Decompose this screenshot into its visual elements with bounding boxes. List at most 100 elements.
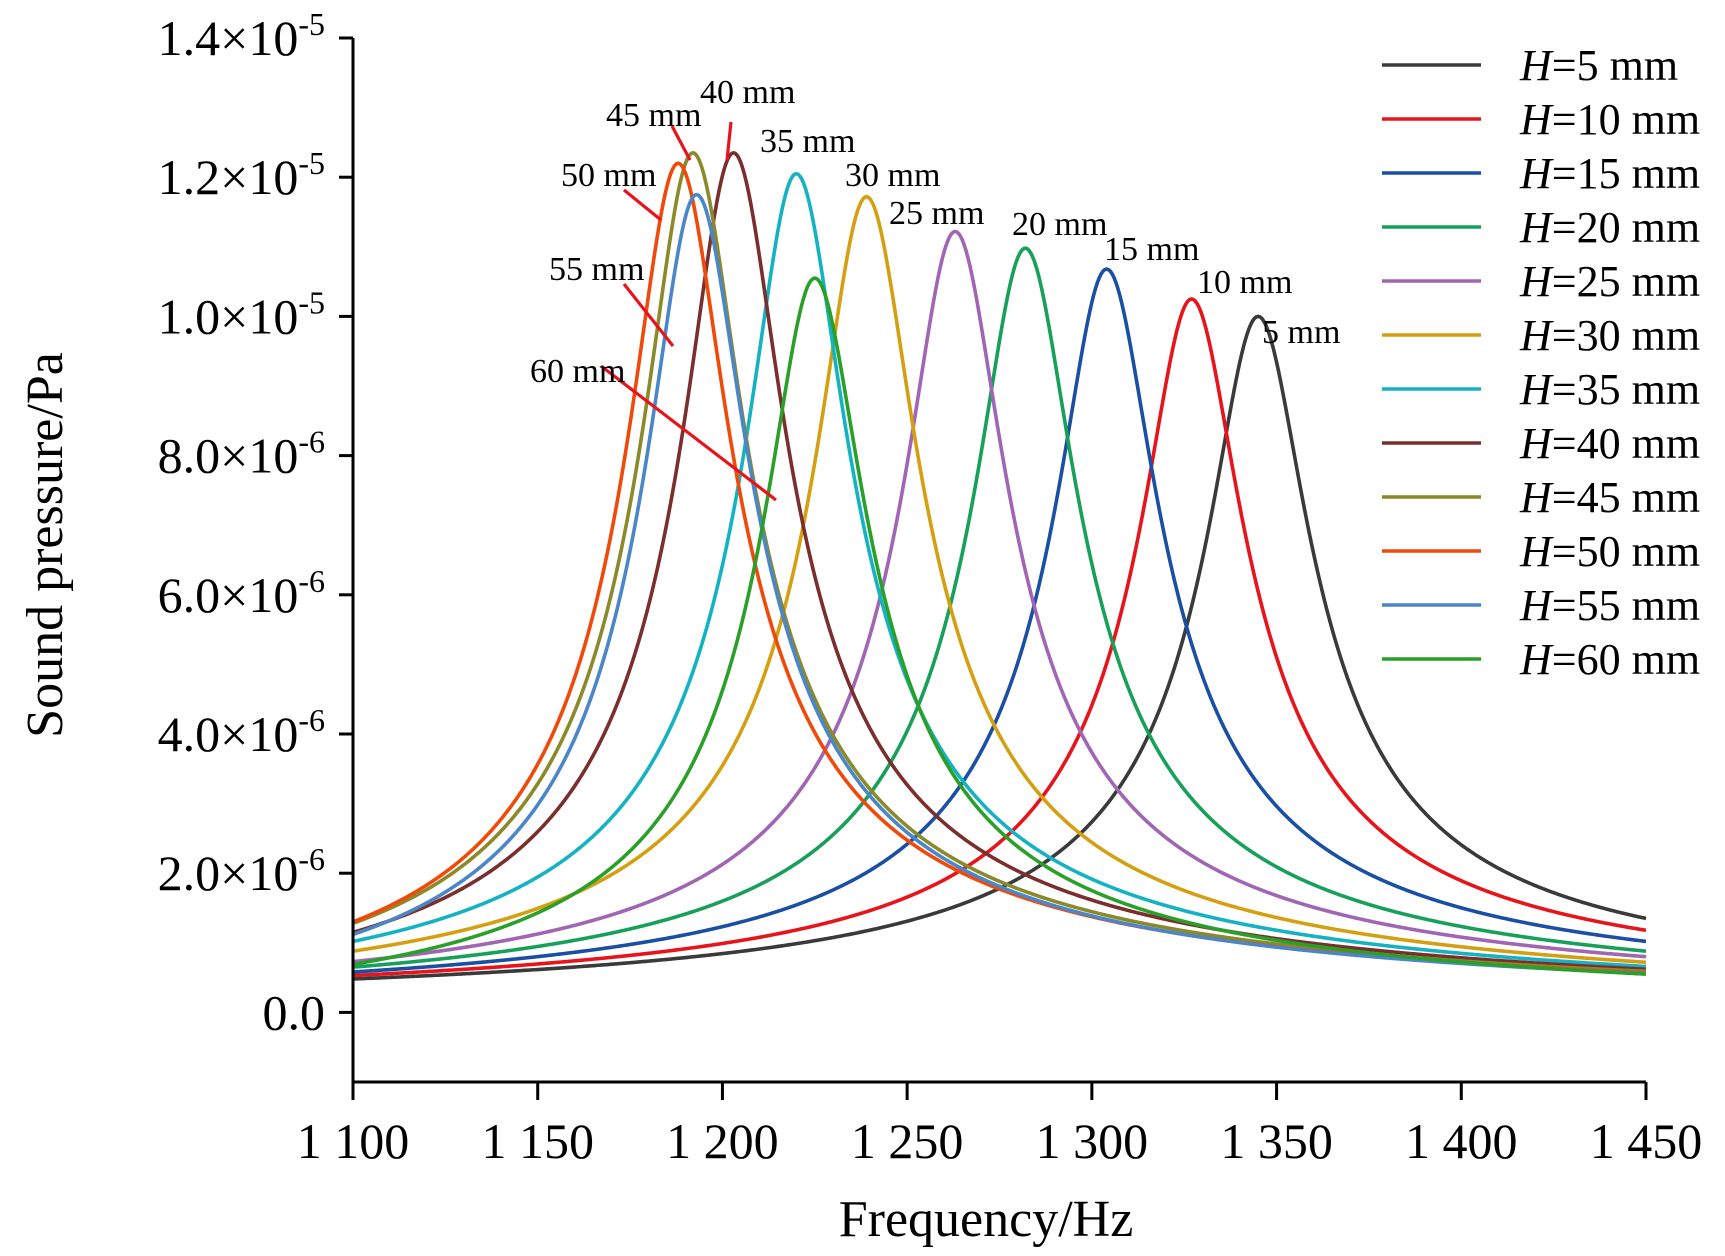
y-tick-mantissa: 2.0×10 [158, 845, 299, 901]
y-tick-mantissa: 1.2×10 [158, 149, 299, 205]
legend-item: H=55 mm [1382, 581, 1700, 630]
y-tick-exponent: -5 [298, 6, 325, 42]
peak-label: 45 mm [606, 97, 701, 134]
y-tick-exponent: -6 [298, 841, 325, 877]
x-axis-title: Frequency/Hz [839, 1191, 1134, 1248]
peak-label: 10 mm [1197, 264, 1292, 301]
peak-label: 50 mm [561, 157, 656, 194]
y-tick-mantissa: 1.4×10 [158, 10, 299, 66]
peak-label: 30 mm [845, 157, 940, 194]
legend-label-variable: H [1519, 41, 1554, 90]
legend-label: H=55 mm [1519, 581, 1700, 630]
series-layer [352, 150, 1647, 981]
series-line-10mm [352, 297, 1647, 978]
legend-item: H=35 mm [1382, 365, 1700, 414]
x-tick-label: 1 100 [297, 1113, 410, 1169]
legend-label-value: =40 mm [1552, 419, 1700, 468]
legend-label-variable: H [1519, 635, 1554, 684]
legend-item: H=5 mm [1382, 41, 1678, 90]
peak-label: 15 mm [1104, 231, 1199, 268]
y-ticks: 0.02.0×10-64.0×10-66.0×10-68.0×10-61.0×1… [158, 6, 353, 1040]
y-tick-mantissa: 6.0×10 [158, 567, 299, 623]
legend-label-value: =25 mm [1552, 257, 1700, 306]
peak-label: 5 mm [1262, 314, 1340, 351]
legend-label-value: =35 mm [1552, 365, 1700, 414]
annotation-leader-line [600, 364, 777, 502]
legend-label: H=15 mm [1519, 149, 1700, 198]
y-tick-mantissa: 0.0 [263, 984, 326, 1040]
y-tick-label: 1.4×10-5 [158, 6, 325, 66]
legend-label-value: =15 mm [1552, 149, 1700, 198]
series-line-55mm [352, 192, 1647, 976]
legend-label-variable: H [1519, 473, 1554, 522]
legend-label: H=50 mm [1519, 527, 1700, 576]
legend-item: H=15 mm [1382, 149, 1700, 198]
legend-item: H=45 mm [1382, 473, 1700, 522]
peak-label: 55 mm [549, 251, 644, 288]
peak-label: 20 mm [1012, 206, 1107, 243]
y-tick-exponent: -6 [298, 424, 325, 460]
legend-label: H=5 mm [1519, 41, 1678, 90]
legend-label: H=30 mm [1519, 311, 1700, 360]
y-tick-mantissa: 8.0×10 [158, 428, 299, 484]
legend-label-value: =10 mm [1552, 95, 1700, 144]
series-line-20mm [352, 246, 1647, 969]
peak-label: 25 mm [889, 195, 984, 232]
series-line-40mm [352, 150, 1647, 972]
legend: H=5 mmH=10 mmH=15 mmH=20 mmH=25 mmH=30 m… [1382, 41, 1700, 684]
x-tick-label: 1 450 [1590, 1113, 1703, 1169]
legend-item: H=25 mm [1382, 257, 1700, 306]
legend-label-variable: H [1519, 581, 1554, 630]
annotation-leader-line [725, 121, 733, 161]
peak-label: 40 mm [700, 74, 795, 111]
legend-label-value: =20 mm [1552, 203, 1700, 252]
y-tick-exponent: -6 [298, 702, 325, 738]
annotation-leader-line [670, 125, 692, 161]
annotation-leader-line [622, 188, 663, 222]
series-line-30mm [352, 194, 1647, 965]
y-tick-exponent: -5 [298, 145, 325, 181]
x-ticks: 1 100 1 150 1 200 1 250 1 300 1 350 1 400 1 450 [297, 1082, 1703, 1169]
legend-label: H=45 mm [1519, 473, 1700, 522]
legend-label-variable: H [1519, 311, 1554, 360]
legend-item: H=30 mm [1382, 311, 1700, 360]
legend-label-value: =30 mm [1552, 311, 1700, 360]
x-tick-label: 1 300 [1036, 1113, 1149, 1169]
legend-label: H=40 mm [1519, 419, 1700, 468]
legend-label: H=25 mm [1519, 257, 1700, 306]
y-tick-label: 1.2×10-5 [158, 145, 325, 205]
y-tick-label: 2.0×10-6 [158, 841, 325, 901]
y-tick-label: 1.0×10-5 [158, 284, 325, 344]
legend-label-value: =45 mm [1552, 473, 1700, 522]
y-tick-mantissa: 1.0×10 [158, 288, 299, 344]
axes-layer [351, 38, 1646, 1084]
legend-item: H=20 mm [1382, 203, 1700, 252]
annotation-leader-line [622, 283, 675, 347]
y-tick-label: 4.0×10-6 [158, 702, 325, 762]
x-tick-label: 1 350 [1220, 1113, 1333, 1169]
legend-label: H=35 mm [1519, 365, 1700, 414]
y-tick-exponent: -6 [298, 563, 325, 599]
y-tick-label: 6.0×10-6 [158, 563, 325, 623]
legend-item: H=60 mm [1382, 635, 1700, 684]
legend-label-variable: H [1519, 527, 1554, 576]
peak-label: 60 mm [530, 353, 625, 390]
legend-label-variable: H [1519, 257, 1554, 306]
y-tick-label: 0.0 [263, 984, 326, 1040]
x-tick-label: 1 150 [481, 1113, 594, 1169]
legend-label: H=10 mm [1519, 95, 1700, 144]
legend-item: H=50 mm [1382, 527, 1700, 576]
legend-label-variable: H [1519, 203, 1554, 252]
legend-label-value: =5 mm [1552, 41, 1678, 90]
x-tick-label: 1 200 [666, 1113, 779, 1169]
series-line-15mm [352, 267, 1647, 974]
series-line-25mm [352, 229, 1647, 964]
peak-label: 35 mm [760, 123, 855, 160]
series-line-45mm [352, 150, 1647, 974]
series-line-60mm [352, 276, 1647, 976]
legend-item: H=40 mm [1382, 419, 1700, 468]
legend-label-value: =50 mm [1552, 527, 1700, 576]
